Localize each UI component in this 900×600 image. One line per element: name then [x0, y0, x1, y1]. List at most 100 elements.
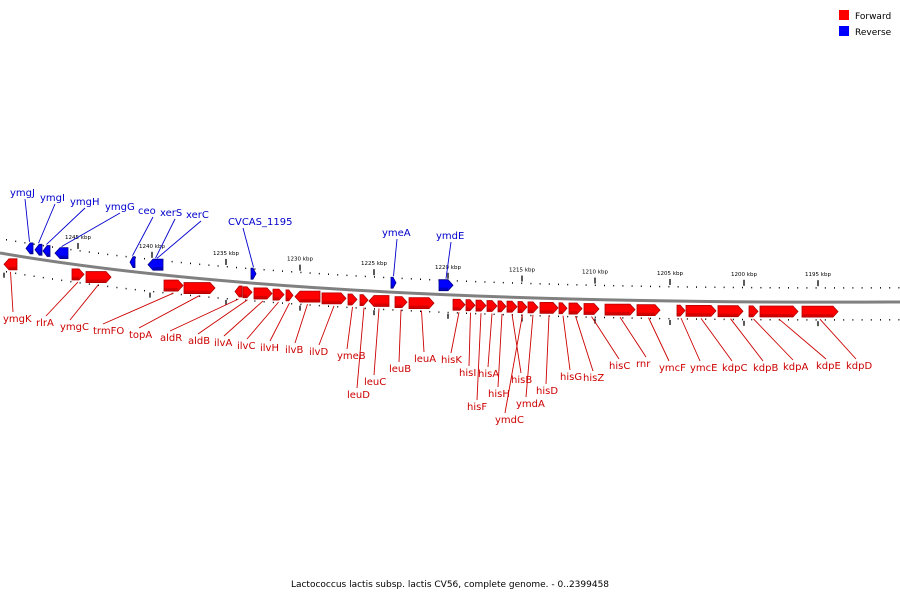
minor-tick — [852, 319, 854, 321]
gene-label-trmFO[interactable]: trmFO — [93, 326, 124, 337]
minor-tick — [208, 296, 210, 298]
minor-tick — [650, 317, 651, 320]
gene-label-hisA[interactable]: hisA — [478, 369, 499, 380]
gene-shade — [507, 309, 512, 313]
minor-tick — [88, 251, 90, 253]
gene-label-ymgJ[interactable]: ymgJ — [10, 188, 35, 199]
gene-label-leuD[interactable]: leuD — [347, 390, 370, 401]
gene-label-hisF[interactable]: hisF — [467, 402, 487, 413]
gene-label-hisC[interactable]: hisC — [609, 361, 630, 372]
minor-tick — [622, 317, 624, 319]
leader-line-hisZ — [575, 315, 594, 372]
minor-tick — [199, 263, 201, 266]
gene-label-hisK[interactable]: hisK — [441, 355, 462, 366]
minor-tick — [466, 312, 467, 315]
leader-line-kdpD — [819, 318, 857, 360]
gene-label-ymcF[interactable]: ymcF — [659, 363, 686, 374]
gene-label-kdpA[interactable]: kdpA — [783, 362, 808, 373]
minor-tick — [824, 287, 826, 289]
minor-tick — [272, 269, 274, 272]
gene-label-xerC[interactable]: xerC — [186, 210, 209, 221]
gene-shade — [39, 252, 42, 256]
minor-tick — [502, 281, 504, 284]
leader-line-ymdC — [504, 314, 523, 414]
minor-tick — [778, 287, 780, 289]
minor-tick — [226, 298, 228, 300]
gene-label-leuA[interactable]: leuA — [414, 354, 436, 365]
gene-label-ilvD[interactable]: ilvD — [309, 347, 328, 358]
minor-tick — [364, 307, 366, 310]
gene-shade — [718, 313, 738, 317]
gene-label-rlrA[interactable]: rlrA — [36, 318, 54, 329]
gene-label-hisG[interactable]: hisG — [560, 372, 582, 383]
gene-label-ymgK[interactable]: ymgK — [3, 314, 32, 325]
gene-label-xerS[interactable]: xerS — [160, 208, 182, 219]
leader-line-hisF — [476, 313, 482, 401]
gene-label-ilvB[interactable]: ilvB — [285, 345, 303, 356]
minor-tick — [898, 319, 900, 321]
leader-line-hisD — [545, 315, 550, 385]
gene-label-hisB[interactable]: hisB — [511, 375, 532, 386]
gene-label-hisI[interactable]: hisI — [459, 368, 476, 379]
gene-label-ymdA[interactable]: ymdA — [516, 399, 545, 410]
minor-tick — [410, 278, 412, 280]
gene-label-ilvH[interactable]: ilvH — [260, 343, 279, 354]
gene-label-hisZ[interactable]: hisZ — [583, 373, 604, 384]
gene-label-CVCAS_1195[interactable]: CVCAS_1195 — [228, 217, 292, 228]
leader-line-xerC — [156, 220, 202, 259]
minor-tick — [484, 313, 486, 315]
gene-label-kdpE[interactable]: kdpE — [816, 361, 841, 372]
gene-label-aldR[interactable]: aldR — [160, 333, 182, 344]
leader-line-hisB — [511, 314, 522, 374]
gene-shade — [677, 313, 681, 317]
gene-shade — [300, 299, 320, 303]
minor-tick — [677, 318, 679, 320]
gene-shade — [72, 276, 79, 280]
gene-shade — [466, 307, 470, 311]
gene-label-ceo[interactable]: ceo — [138, 206, 156, 217]
minor-tick — [328, 273, 329, 275]
minor-tick — [732, 286, 734, 289]
minor-tick — [585, 316, 587, 318]
minor-tick — [300, 303, 302, 306]
gene-label-ymcE[interactable]: ymcE — [690, 363, 717, 374]
leader-line-ymcF — [648, 317, 670, 362]
minor-tick — [420, 278, 421, 281]
gene-label-kdpC[interactable]: kdpC — [722, 363, 747, 374]
minor-tick — [116, 286, 118, 289]
minor-tick — [870, 287, 872, 289]
gene-label-ymgH[interactable]: ymgH — [70, 197, 100, 208]
gene-shade — [273, 297, 279, 301]
gene-label-kdpB[interactable]: kdpB — [753, 363, 778, 374]
gene-label-topA[interactable]: topA — [129, 330, 152, 341]
leader-line-leuB — [398, 309, 402, 363]
gene-label-aldB[interactable]: aldB — [188, 336, 210, 347]
leader-line-kdpE — [778, 318, 827, 360]
gene-label-ymeA[interactable]: ymeA — [382, 228, 411, 239]
gene-label-leuB[interactable]: leuB — [389, 364, 411, 375]
gene-label-ymdE[interactable]: ymdE — [436, 231, 464, 242]
minor-tick — [512, 282, 513, 284]
minor-tick — [889, 287, 891, 289]
gene-label-ymgC[interactable]: ymgC — [60, 322, 89, 333]
gene-label-hisD[interactable]: hisD — [536, 386, 558, 397]
gene-label-kdpD[interactable]: kdpD — [846, 361, 872, 372]
gene-label-ymgG[interactable]: ymgG — [105, 202, 135, 213]
gene-label-ymeB[interactable]: ymeB — [337, 351, 366, 362]
figure-caption: Lactococcus lactis subsp. lactis CV56, c… — [291, 580, 609, 590]
gene-label-rnr[interactable]: rnr — [636, 359, 651, 370]
minor-tick — [723, 286, 725, 289]
gene-label-ymgI[interactable]: ymgI — [40, 193, 65, 204]
gene-label-leuC[interactable]: leuC — [364, 377, 386, 388]
leader-line-kdpC — [700, 318, 733, 362]
gene-label-ilvC[interactable]: ilvC — [237, 341, 255, 352]
leader-line-ceo — [132, 216, 154, 256]
minor-tick — [604, 316, 605, 319]
minor-tick — [61, 279, 63, 282]
gene-label-ymdC[interactable]: ymdC — [495, 415, 524, 426]
genome-backbone — [0, 251, 900, 304]
gene-label-hisH[interactable]: hisH — [488, 389, 510, 400]
gene-label-ilvA[interactable]: ilvA — [214, 338, 232, 349]
minor-tick — [613, 316, 615, 319]
leader-line-aldB — [197, 299, 248, 335]
